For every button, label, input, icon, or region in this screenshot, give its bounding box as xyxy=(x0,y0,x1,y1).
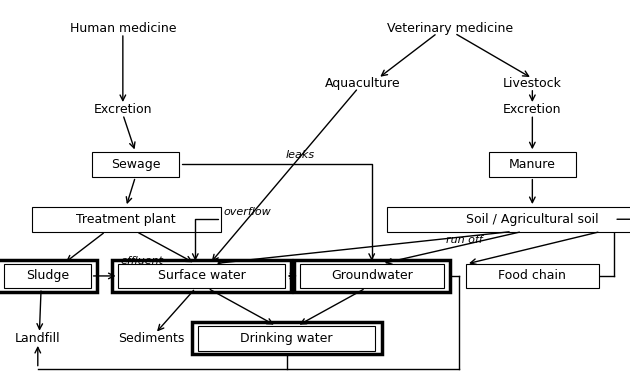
Text: Excretion: Excretion xyxy=(503,103,561,116)
Bar xyxy=(466,264,598,288)
Bar xyxy=(32,207,220,231)
Text: Sediments: Sediments xyxy=(118,332,185,345)
Text: Groundwater: Groundwater xyxy=(331,270,413,282)
Text: Livestock: Livestock xyxy=(503,77,562,90)
Bar xyxy=(294,260,450,292)
Text: Excretion: Excretion xyxy=(94,103,152,116)
Text: Surface water: Surface water xyxy=(158,270,246,282)
Bar xyxy=(192,322,382,355)
Text: Veterinary medicine: Veterinary medicine xyxy=(387,22,513,35)
Text: Human medicine: Human medicine xyxy=(69,22,176,35)
Text: Aquaculture: Aquaculture xyxy=(324,77,400,90)
Text: effluent: effluent xyxy=(120,256,163,266)
Bar xyxy=(4,264,91,288)
Bar xyxy=(92,152,179,177)
Text: Treatment plant: Treatment plant xyxy=(76,213,176,226)
Text: Manure: Manure xyxy=(509,158,556,171)
Text: Drinking water: Drinking water xyxy=(241,332,333,345)
Bar xyxy=(118,264,285,288)
Bar xyxy=(300,264,444,288)
Text: Soil / Agricultural soil: Soil / Agricultural soil xyxy=(466,213,598,226)
Text: overflow: overflow xyxy=(224,207,272,217)
Bar xyxy=(489,152,576,177)
Bar xyxy=(112,260,291,292)
Text: Food chain: Food chain xyxy=(498,270,566,282)
Bar xyxy=(0,260,97,292)
Text: leaks: leaks xyxy=(286,150,315,160)
Bar xyxy=(387,207,630,231)
Text: run off: run off xyxy=(446,235,483,245)
Text: Sewage: Sewage xyxy=(111,158,160,171)
Bar xyxy=(198,326,375,351)
Text: Landfill: Landfill xyxy=(15,332,60,345)
Text: Sludge: Sludge xyxy=(26,270,69,282)
